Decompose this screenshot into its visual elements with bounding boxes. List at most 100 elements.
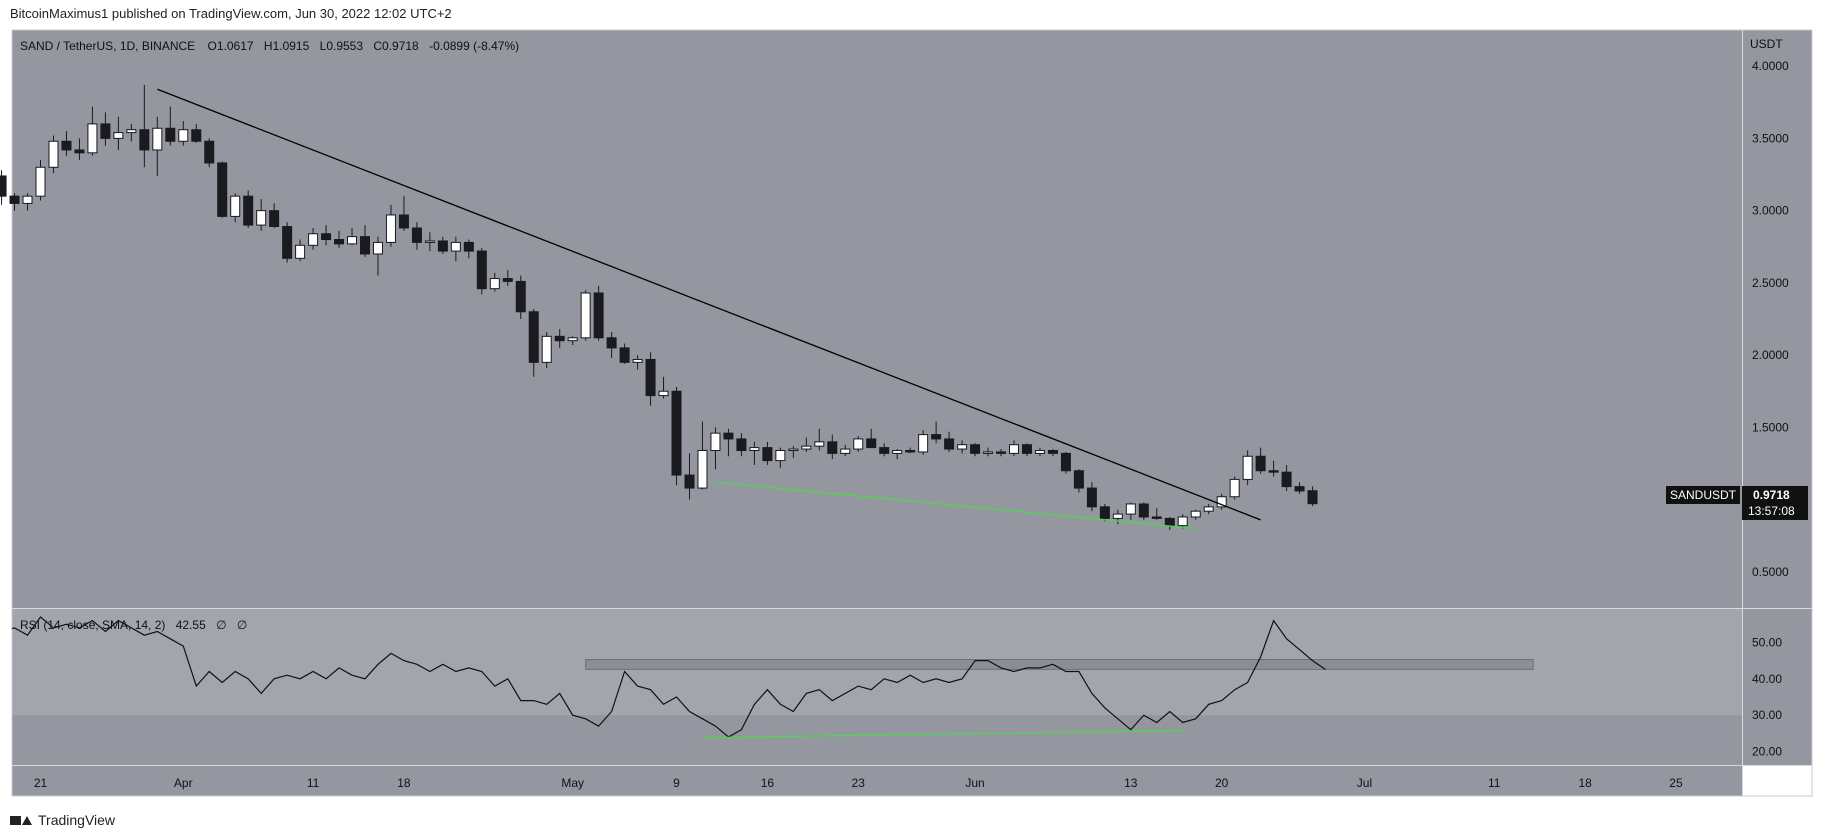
time-tick-label: 23	[852, 776, 866, 790]
candle-bear	[1307, 490, 1318, 505]
countdown-badge: 13:57:08	[1748, 504, 1795, 518]
time-tick-label: 18	[397, 776, 411, 790]
candle-bear	[360, 236, 370, 255]
close-label: C	[373, 39, 382, 53]
close-value: 0.9718	[382, 39, 419, 53]
symbol-badge: SANDUSDT	[1670, 488, 1737, 502]
candle-bear	[671, 390, 682, 476]
time-tick-label: 20	[1215, 776, 1229, 790]
candle-bull	[632, 358, 643, 363]
publisher-header: BitcoinMaximus1 published on TradingView…	[10, 6, 452, 21]
price-badge: 0.9718	[1753, 488, 1790, 502]
candle-bear	[1294, 486, 1305, 492]
candle-bear	[684, 474, 695, 489]
candle-bull	[178, 129, 189, 142]
candle-bull	[489, 278, 500, 290]
price-pane[interactable]	[12, 30, 1742, 608]
price-tick-label: 3.5000	[1752, 131, 1789, 145]
time-tick-label: Apr	[174, 776, 193, 790]
price-tick-label: 1.5000	[1752, 420, 1789, 434]
time-tick-label: 25	[1669, 776, 1683, 790]
candle-bear	[606, 337, 617, 349]
candle-bear	[1255, 455, 1266, 472]
candle-bull	[385, 214, 396, 243]
candle-bear	[905, 449, 916, 453]
candle-bull	[697, 449, 708, 489]
tradingview-logo-icon	[10, 814, 32, 826]
high-value: 1.0915	[273, 39, 310, 53]
candle-bear	[1268, 470, 1279, 473]
candle-bull	[1177, 516, 1188, 527]
candle-bear	[593, 292, 604, 339]
candle-bear	[736, 438, 747, 451]
candle-bull	[892, 449, 903, 454]
candle-bear	[243, 195, 254, 226]
price-tick-label: 0.5000	[1752, 565, 1789, 579]
time-tick-label: Jun	[965, 776, 984, 790]
candle-bear	[970, 444, 981, 454]
candle-bear	[476, 250, 487, 290]
candle-bear	[554, 335, 565, 342]
price-axis-bg[interactable]	[1742, 30, 1812, 608]
rsi-na-1: ∅	[216, 618, 226, 632]
descending-trendline[interactable]	[157, 88, 1261, 521]
candle-bull	[775, 449, 786, 462]
candle-bull	[113, 132, 124, 139]
tradingview-brand: TradingView	[38, 812, 116, 828]
candle-bull	[580, 292, 591, 339]
candle-bull	[1229, 478, 1240, 498]
candle-bull	[347, 236, 358, 245]
candle-bear	[502, 278, 513, 282]
time-axis-bg[interactable]	[12, 766, 1742, 796]
candle-bear	[866, 438, 877, 449]
price-tick-label: 2.5000	[1752, 276, 1789, 290]
rsi-divergence-line[interactable]	[702, 729, 1183, 739]
candle-bear	[437, 240, 448, 252]
candle-bull	[541, 335, 552, 363]
candle-bull	[1034, 449, 1045, 454]
candle-bear	[334, 239, 345, 245]
chart-frame	[11, 29, 1813, 797]
open-value: 1.0617	[217, 39, 254, 53]
time-tick-label: Jul	[1357, 776, 1372, 790]
candle-bear	[74, 149, 85, 154]
candle-bull	[1190, 510, 1201, 518]
candle-bear	[398, 214, 409, 229]
candle-bull	[372, 241, 383, 255]
candle-bull	[814, 441, 825, 447]
candle-bull	[308, 233, 319, 246]
price-tick-label: 3.0000	[1752, 204, 1789, 218]
candle-bear	[1060, 452, 1071, 472]
rsi-na-2: ∅	[237, 618, 247, 632]
candle-bull	[152, 127, 163, 151]
symbol-badge-bg	[1666, 486, 1740, 504]
candle-bear	[1164, 517, 1175, 527]
price-divergence-line[interactable]	[715, 481, 1196, 530]
time-tick-label: 18	[1578, 776, 1592, 790]
candle-bull	[450, 241, 461, 252]
candle-bull	[1112, 513, 1123, 519]
candle-bull	[840, 448, 851, 454]
candle-bear	[269, 210, 280, 228]
price-tick-label: 2.0000	[1752, 348, 1789, 362]
rsi-resistance-band[interactable]	[585, 659, 1534, 670]
candle-bear	[515, 280, 526, 313]
candle-bull	[983, 451, 994, 454]
candle-bear	[879, 447, 890, 454]
candle-bear	[827, 441, 838, 454]
candle-bull	[1125, 503, 1136, 515]
tradingview-footer[interactable]: TradingView	[10, 812, 115, 828]
candle-bull	[710, 432, 721, 451]
candle-bear	[411, 227, 422, 243]
change-value: -0.0899 (-8.47%)	[429, 39, 519, 53]
candle-bear	[61, 140, 72, 151]
trading-chart[interactable]: 4.00003.50003.00002.50002.00001.50001.00…	[0, 0, 1824, 800]
candle-bear	[1151, 516, 1162, 519]
candle-bear	[619, 347, 630, 363]
candle-bull	[48, 140, 59, 168]
rsi-axis-bg[interactable]	[1742, 609, 1812, 765]
candlestick-series	[0, 84, 1318, 530]
candle-bear	[1047, 449, 1058, 454]
candle-bear	[321, 233, 332, 241]
open-label: O	[208, 39, 217, 53]
